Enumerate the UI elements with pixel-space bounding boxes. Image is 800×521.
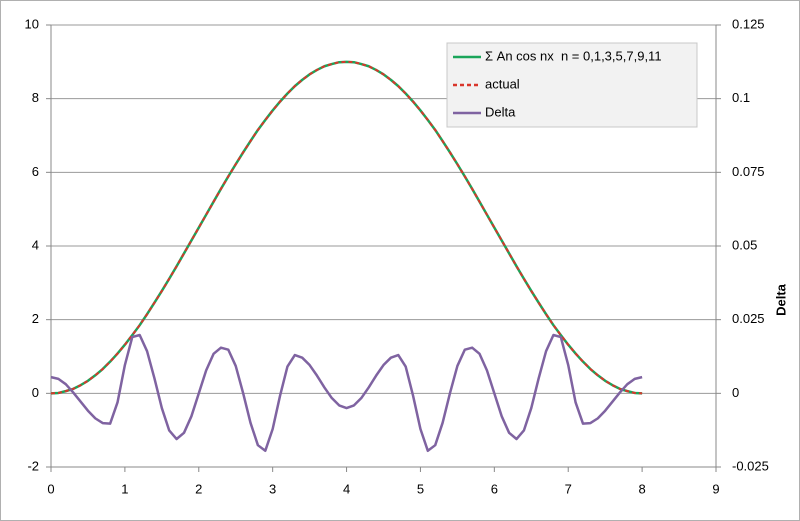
legend-label: actual xyxy=(485,76,520,91)
y-tick-label: 4 xyxy=(32,237,39,252)
legend-label: Σ An cos nx n = 0,1,3,5,7,9,11 xyxy=(485,48,662,63)
y2-tick-label: 0.1 xyxy=(732,90,750,105)
series-line xyxy=(50,60,643,395)
legend-box xyxy=(446,42,698,128)
x-tick-label: 6 xyxy=(491,481,498,496)
y2-tick-label: 0.025 xyxy=(732,311,765,326)
x-tick-label: 0 xyxy=(47,481,54,496)
x-tick-label: 8 xyxy=(638,481,645,496)
y2-tick-label: -0.025 xyxy=(732,458,769,473)
x-tick-label: 9 xyxy=(712,481,719,496)
y-tick-label: 10 xyxy=(25,16,39,31)
x-tick-label: 5 xyxy=(417,481,424,496)
y-tick-label: 8 xyxy=(32,90,39,105)
y2-tick-label: 0.05 xyxy=(732,237,757,252)
y-tick-label: 0 xyxy=(32,385,39,400)
y-tick-label: 2 xyxy=(32,311,39,326)
y-tick-label: 6 xyxy=(32,164,39,179)
y-tick-label: -2 xyxy=(27,458,39,473)
y2-tick-label: 0.075 xyxy=(732,164,765,179)
y2-tick-label: 0.125 xyxy=(732,16,765,31)
legend-label: Delta xyxy=(485,104,516,119)
x-tick-label: 3 xyxy=(269,481,276,496)
x-tick-label: 2 xyxy=(195,481,202,496)
x-tick-label: 1 xyxy=(121,481,128,496)
x-tick-label: 7 xyxy=(565,481,572,496)
x-tick-label: 4 xyxy=(343,481,350,496)
y2-tick-label: 0 xyxy=(732,385,739,400)
y2-axis-title: Delta xyxy=(773,283,788,316)
series-line xyxy=(50,333,643,453)
